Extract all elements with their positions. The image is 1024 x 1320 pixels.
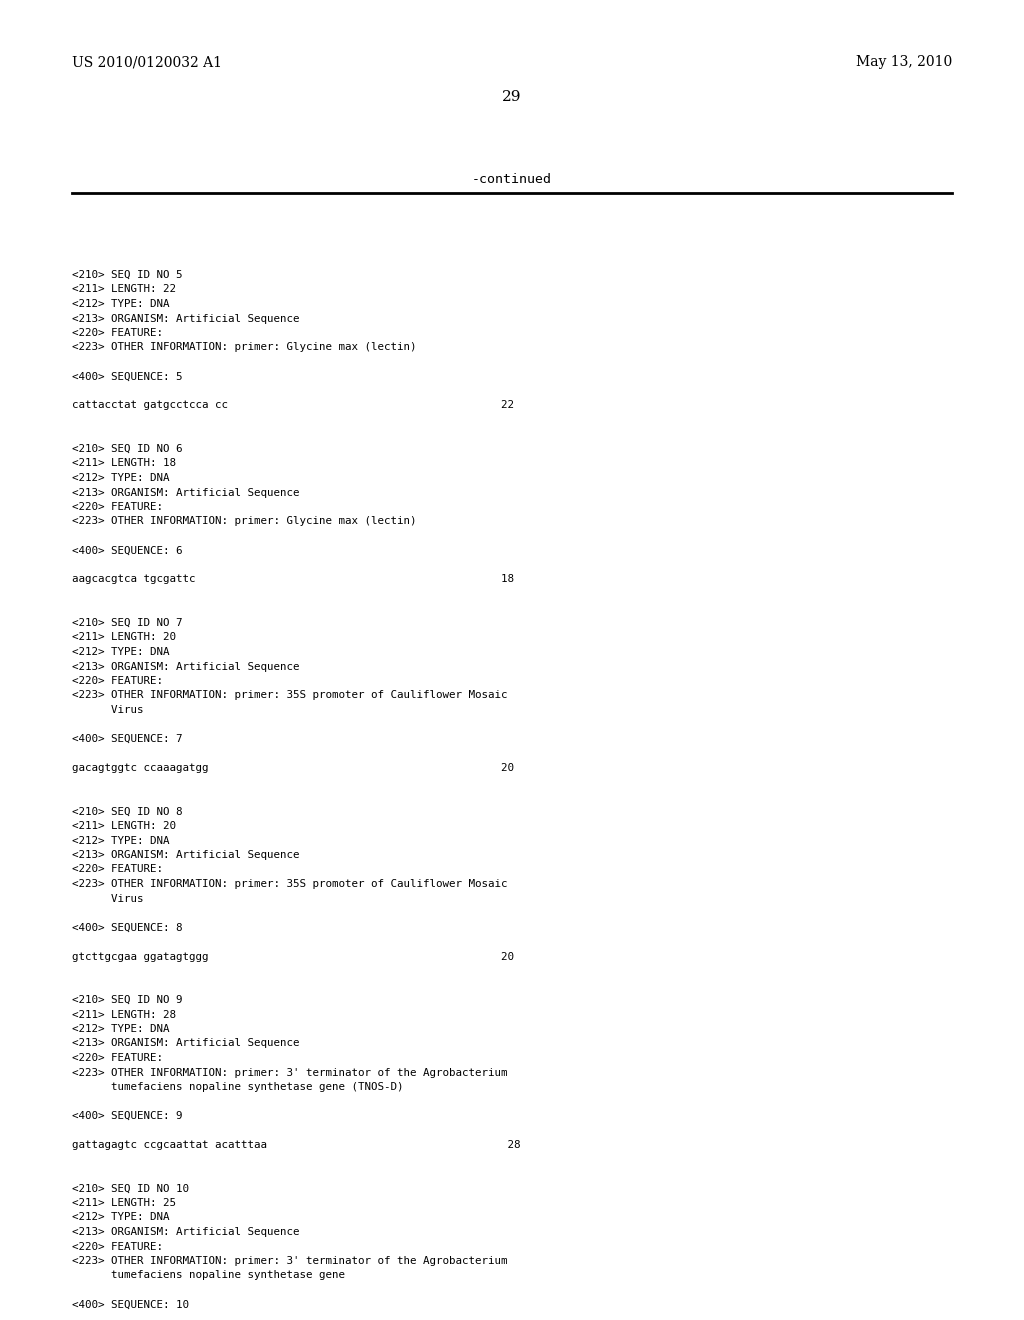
Text: gattagagtc ccgcaattat acatttaa                                     28: gattagagtc ccgcaattat acatttaa 28 xyxy=(72,1140,520,1150)
Text: aagcacgtca tgcgattc                                               18: aagcacgtca tgcgattc 18 xyxy=(72,574,514,585)
Text: <212> TYPE: DNA: <212> TYPE: DNA xyxy=(72,1213,170,1222)
Text: <213> ORGANISM: Artificial Sequence: <213> ORGANISM: Artificial Sequence xyxy=(72,661,299,672)
Text: <213> ORGANISM: Artificial Sequence: <213> ORGANISM: Artificial Sequence xyxy=(72,314,299,323)
Text: <212> TYPE: DNA: <212> TYPE: DNA xyxy=(72,647,170,657)
Text: gtcttgcgaa ggatagtggg                                             20: gtcttgcgaa ggatagtggg 20 xyxy=(72,952,514,961)
Text: <400> SEQUENCE: 8: <400> SEQUENCE: 8 xyxy=(72,923,182,932)
Text: <220> FEATURE:: <220> FEATURE: xyxy=(72,1053,163,1063)
Text: <210> SEQ ID NO 7: <210> SEQ ID NO 7 xyxy=(72,618,182,628)
Text: <210> SEQ ID NO 6: <210> SEQ ID NO 6 xyxy=(72,444,182,454)
Text: <223> OTHER INFORMATION: primer: 3' terminator of the Agrobacterium: <223> OTHER INFORMATION: primer: 3' term… xyxy=(72,1068,508,1077)
Text: <211> LENGTH: 20: <211> LENGTH: 20 xyxy=(72,821,176,832)
Text: <212> TYPE: DNA: <212> TYPE: DNA xyxy=(72,300,170,309)
Text: <220> FEATURE:: <220> FEATURE: xyxy=(72,502,163,512)
Text: <211> LENGTH: 20: <211> LENGTH: 20 xyxy=(72,632,176,643)
Text: <223> OTHER INFORMATION: primer: Glycine max (lectin): <223> OTHER INFORMATION: primer: Glycine… xyxy=(72,342,417,352)
Text: gacagtggtc ccaaagatgg                                             20: gacagtggtc ccaaagatgg 20 xyxy=(72,763,514,774)
Text: May 13, 2010: May 13, 2010 xyxy=(856,55,952,69)
Text: tumefaciens nopaline synthetase gene: tumefaciens nopaline synthetase gene xyxy=(72,1270,345,1280)
Text: -continued: -continued xyxy=(472,173,552,186)
Text: <210> SEQ ID NO 8: <210> SEQ ID NO 8 xyxy=(72,807,182,817)
Text: <212> TYPE: DNA: <212> TYPE: DNA xyxy=(72,1024,170,1034)
Text: <213> ORGANISM: Artificial Sequence: <213> ORGANISM: Artificial Sequence xyxy=(72,850,299,861)
Text: tumefaciens nopaline synthetase gene (TNOS-D): tumefaciens nopaline synthetase gene (TN… xyxy=(72,1082,403,1092)
Text: <223> OTHER INFORMATION: primer: 35S promoter of Cauliflower Mosaic: <223> OTHER INFORMATION: primer: 35S pro… xyxy=(72,879,508,888)
Text: <223> OTHER INFORMATION: primer: 3' terminator of the Agrobacterium: <223> OTHER INFORMATION: primer: 3' term… xyxy=(72,1257,508,1266)
Text: <220> FEATURE:: <220> FEATURE: xyxy=(72,676,163,686)
Text: Virus: Virus xyxy=(72,705,143,715)
Text: <220> FEATURE:: <220> FEATURE: xyxy=(72,865,163,874)
Text: <400> SEQUENCE: 10: <400> SEQUENCE: 10 xyxy=(72,1299,189,1309)
Text: <211> LENGTH: 28: <211> LENGTH: 28 xyxy=(72,1010,176,1019)
Text: <213> ORGANISM: Artificial Sequence: <213> ORGANISM: Artificial Sequence xyxy=(72,487,299,498)
Text: Virus: Virus xyxy=(72,894,143,903)
Text: <220> FEATURE:: <220> FEATURE: xyxy=(72,327,163,338)
Text: <400> SEQUENCE: 9: <400> SEQUENCE: 9 xyxy=(72,1111,182,1121)
Text: <211> LENGTH: 25: <211> LENGTH: 25 xyxy=(72,1199,176,1208)
Text: <211> LENGTH: 18: <211> LENGTH: 18 xyxy=(72,458,176,469)
Text: 29: 29 xyxy=(502,90,522,104)
Text: <213> ORGANISM: Artificial Sequence: <213> ORGANISM: Artificial Sequence xyxy=(72,1039,299,1048)
Text: cattacctat gatgcctcca cc                                          22: cattacctat gatgcctcca cc 22 xyxy=(72,400,514,411)
Text: <400> SEQUENCE: 6: <400> SEQUENCE: 6 xyxy=(72,545,182,556)
Text: <211> LENGTH: 22: <211> LENGTH: 22 xyxy=(72,285,176,294)
Text: <223> OTHER INFORMATION: primer: 35S promoter of Cauliflower Mosaic: <223> OTHER INFORMATION: primer: 35S pro… xyxy=(72,690,508,701)
Text: <212> TYPE: DNA: <212> TYPE: DNA xyxy=(72,836,170,846)
Text: <210> SEQ ID NO 9: <210> SEQ ID NO 9 xyxy=(72,995,182,1005)
Text: <210> SEQ ID NO 5: <210> SEQ ID NO 5 xyxy=(72,271,182,280)
Text: <210> SEQ ID NO 10: <210> SEQ ID NO 10 xyxy=(72,1184,189,1193)
Text: <213> ORGANISM: Artificial Sequence: <213> ORGANISM: Artificial Sequence xyxy=(72,1228,299,1237)
Text: <400> SEQUENCE: 7: <400> SEQUENCE: 7 xyxy=(72,734,182,744)
Text: <223> OTHER INFORMATION: primer: Glycine max (lectin): <223> OTHER INFORMATION: primer: Glycine… xyxy=(72,516,417,527)
Text: US 2010/0120032 A1: US 2010/0120032 A1 xyxy=(72,55,222,69)
Text: <212> TYPE: DNA: <212> TYPE: DNA xyxy=(72,473,170,483)
Text: <220> FEATURE:: <220> FEATURE: xyxy=(72,1242,163,1251)
Text: <400> SEQUENCE: 5: <400> SEQUENCE: 5 xyxy=(72,371,182,381)
